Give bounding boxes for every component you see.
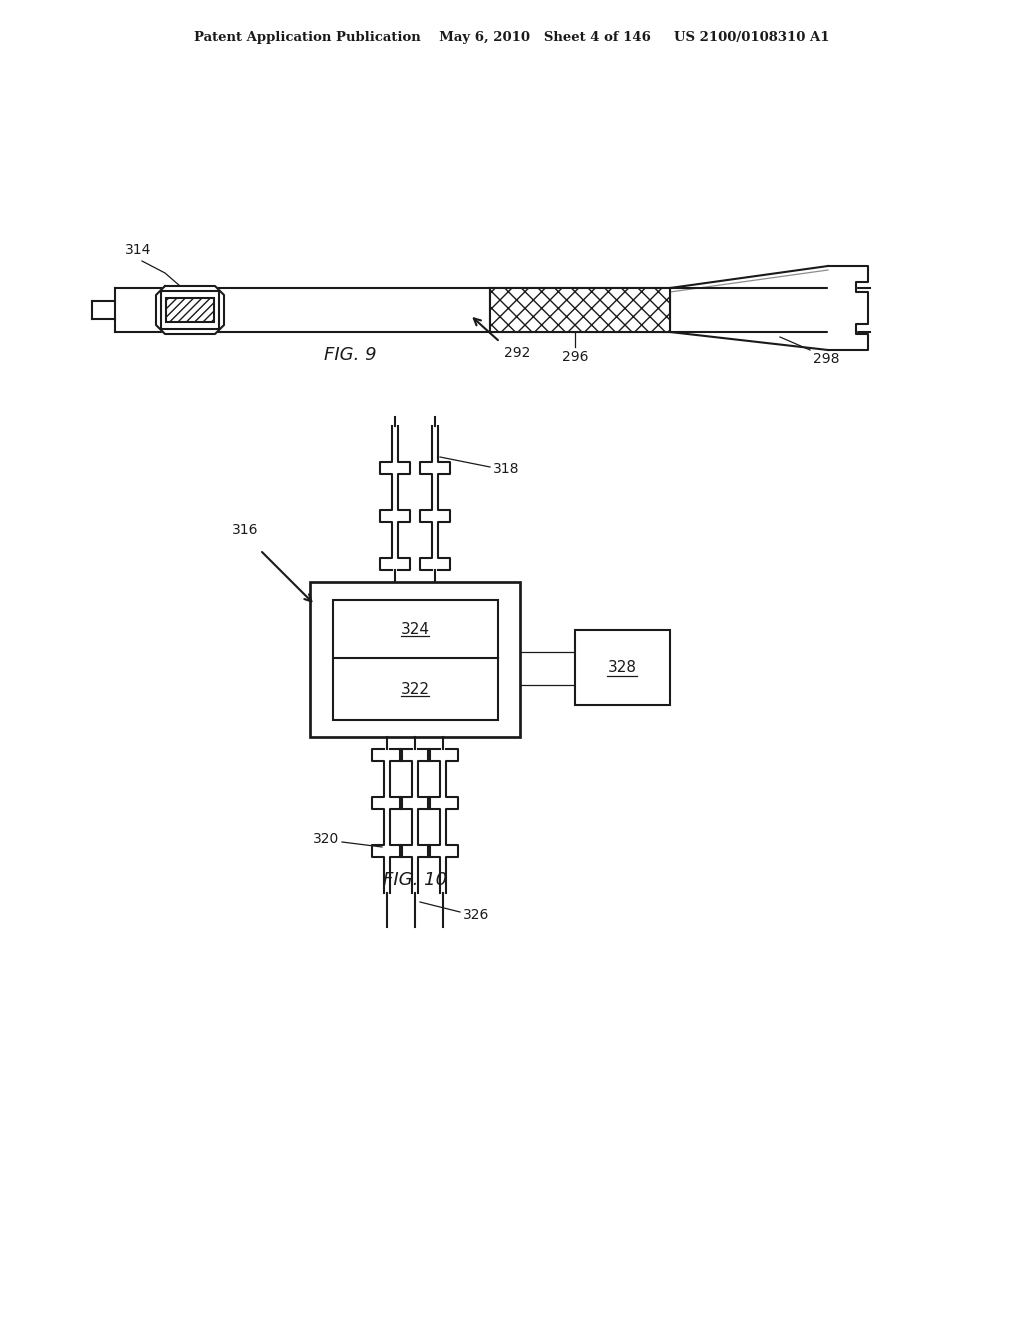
Text: Patent Application Publication    May 6, 2010   Sheet 4 of 146     US 2100/01083: Patent Application Publication May 6, 20… <box>195 30 829 44</box>
Bar <box>490 288 670 333</box>
Text: 292: 292 <box>504 346 530 360</box>
Text: FIG. 10: FIG. 10 <box>383 871 447 888</box>
Bar <box>166 298 214 322</box>
Polygon shape <box>156 286 224 334</box>
Text: 326: 326 <box>463 908 489 921</box>
Bar <box>333 601 498 719</box>
Text: 324: 324 <box>400 622 429 636</box>
Text: 320: 320 <box>312 832 339 846</box>
Bar <box>575 630 670 705</box>
Text: 296: 296 <box>562 350 588 364</box>
Text: 328: 328 <box>607 660 637 676</box>
Text: 322: 322 <box>400 681 429 697</box>
Text: 314: 314 <box>125 243 152 257</box>
Bar <box>310 582 520 737</box>
Text: FIG. 9: FIG. 9 <box>324 346 376 364</box>
Polygon shape <box>828 267 868 350</box>
Text: 318: 318 <box>493 462 519 477</box>
Text: 316: 316 <box>231 523 258 537</box>
Bar <box>161 290 219 329</box>
Text: 298: 298 <box>813 352 840 366</box>
